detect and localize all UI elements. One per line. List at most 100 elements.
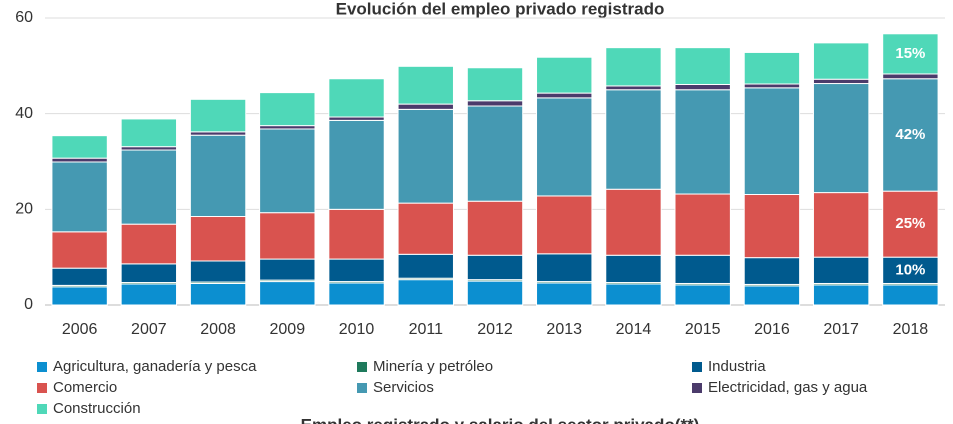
legend-label: Construcción	[53, 400, 141, 417]
bar-segment	[812, 192, 870, 258]
bar-segment	[536, 56, 593, 94]
bar-segment	[259, 281, 316, 306]
legend-swatch	[692, 362, 702, 372]
y-tick-label: 40	[15, 105, 33, 122]
bar-segment	[674, 284, 731, 306]
y-tick-label: 0	[24, 296, 33, 313]
legend-swatch	[37, 362, 47, 372]
legend-label: Minería y petróleo	[373, 358, 493, 375]
bar-segment	[259, 128, 316, 214]
bar-segment	[120, 223, 178, 265]
bar-segment	[466, 254, 524, 281]
bar-segment	[743, 194, 801, 259]
y-tick-label: 60	[15, 9, 33, 26]
x-tick-label: 2006	[62, 321, 98, 338]
bar-segment	[882, 190, 939, 258]
bar-segment	[674, 193, 731, 256]
bar-segment	[51, 161, 108, 233]
bar-segment	[328, 78, 385, 118]
legend-swatch	[357, 362, 367, 372]
bar-segment	[120, 149, 178, 225]
bar-segment	[51, 157, 108, 163]
bar-segment	[120, 146, 178, 151]
bar-segment	[812, 83, 870, 194]
x-tick-label: 2013	[546, 321, 582, 338]
bar-segment	[536, 92, 593, 99]
bar-segment	[51, 267, 108, 286]
bar-segment	[536, 253, 593, 283]
bar-segment	[536, 97, 593, 197]
bar-segment	[605, 47, 662, 87]
legend-label: Industria	[708, 358, 766, 375]
bar-segment	[536, 195, 593, 255]
bar-segment	[674, 83, 731, 91]
bar-segment	[397, 202, 454, 255]
x-tick-label: 2014	[616, 321, 652, 338]
bar-segment	[466, 105, 524, 202]
bar-segment	[466, 280, 524, 306]
x-tick-label: 2007	[131, 321, 167, 338]
legend-label: Servicios	[373, 379, 434, 396]
bar-segment	[466, 200, 524, 256]
bar-segment	[674, 254, 731, 284]
bar-segment	[328, 282, 385, 306]
bar-segment	[328, 258, 385, 283]
bar-segment	[743, 285, 801, 306]
bar-segment	[536, 282, 593, 306]
x-tick-label: 2016	[754, 321, 790, 338]
bar-segment	[605, 188, 662, 256]
chart-title: Evolución del empleo privado registrado	[336, 0, 665, 18]
bar-segment	[189, 282, 247, 306]
bar-segment	[397, 279, 454, 306]
x-tick-label: 2011	[409, 321, 444, 338]
y-tick-label: 20	[15, 201, 33, 218]
share-label: 15%	[895, 45, 925, 62]
bar-segment	[743, 87, 801, 196]
bar-segment	[743, 257, 801, 285]
legend-swatch	[357, 383, 367, 393]
bar-segment	[189, 260, 247, 283]
bar-segment	[466, 100, 524, 107]
bar-segment	[882, 73, 939, 80]
x-tick-label: 2010	[339, 321, 375, 338]
bar-segment	[674, 47, 731, 85]
x-tick-label: 2008	[200, 321, 236, 338]
bar-segment	[189, 98, 247, 133]
footer-title: Empleo registrado y salario del sector p…	[301, 415, 700, 424]
bar-segment	[605, 85, 662, 91]
bar-segment	[51, 135, 108, 159]
bar-segment	[120, 118, 178, 148]
bar-segment	[328, 119, 385, 210]
x-tick-label: 2015	[685, 321, 721, 338]
bar-segment	[605, 283, 662, 306]
bar-segment	[397, 65, 454, 105]
legend-label: Electricidad, gas y agua	[708, 379, 868, 396]
bar-segment	[397, 108, 454, 204]
bar-segment	[466, 67, 524, 102]
legend-label: Comercio	[53, 379, 117, 396]
x-tick-label: 2018	[893, 321, 929, 338]
bar-segment	[51, 231, 108, 269]
bar-segment	[882, 284, 939, 306]
bar-segment	[259, 258, 316, 281]
bar-segment	[120, 263, 178, 284]
bar-segment	[189, 131, 247, 136]
share-label: 25%	[895, 215, 925, 232]
x-tick-label: 2017	[823, 321, 859, 338]
share-label: 10%	[895, 261, 925, 278]
bar-segment	[397, 253, 454, 279]
bar-segment	[812, 284, 870, 306]
bar-segment	[674, 89, 731, 195]
bar-segment	[51, 286, 108, 306]
bar-segment	[328, 208, 385, 260]
legend-label: Agricultura, ganadería y pesca	[53, 358, 257, 375]
x-tick-label: 2012	[477, 321, 513, 338]
bar-segment	[882, 78, 939, 192]
bar-segment	[743, 83, 801, 89]
bar-segment	[328, 116, 385, 121]
x-tick-label: 2009	[270, 321, 306, 338]
bar-segment	[259, 92, 316, 127]
bar-segment	[397, 103, 454, 110]
bar-segment	[605, 89, 662, 190]
